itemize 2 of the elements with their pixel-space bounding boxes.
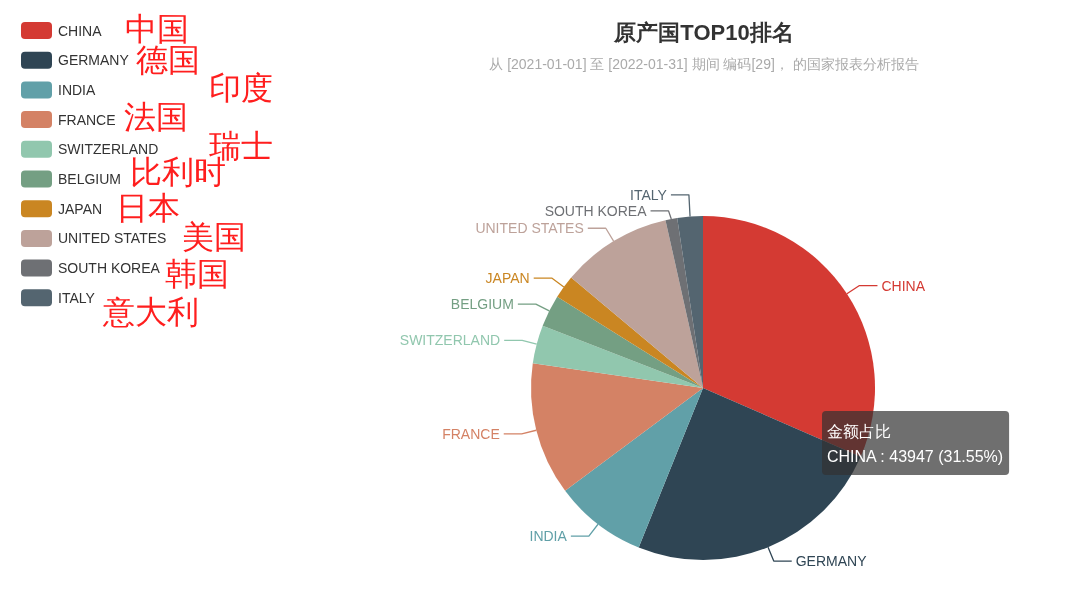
subtitle: 从 [2021-01-01] 至 [2022-01-31] 期间 编码[29]， 的国家报表分析报告 <box>489 56 919 72</box>
title: 原产国TOP10排名 <box>614 20 794 45</box>
